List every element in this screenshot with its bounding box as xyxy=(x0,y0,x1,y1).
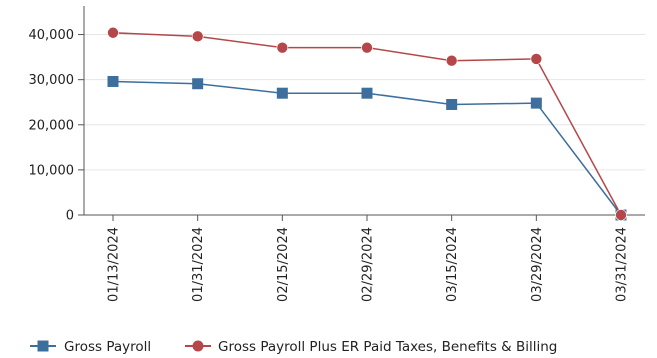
x-tick-label: 03/31/2024 xyxy=(615,227,630,302)
x-tick-label: 03/29/2024 xyxy=(530,227,545,302)
data-point[interactable] xyxy=(276,87,288,99)
legend-item-2[interactable]: Gross Payroll Plus ER Paid Taxes, Benefi… xyxy=(185,339,557,355)
legend: Gross Payroll Gross Payroll Plus ER Paid … xyxy=(30,339,557,355)
data-point[interactable] xyxy=(530,53,543,65)
gridlines xyxy=(84,34,645,171)
data-point[interactable] xyxy=(445,54,458,67)
data-point[interactable] xyxy=(107,75,119,87)
legend-label: Gross Payroll Plus ER Paid Taxes, Benefi… xyxy=(218,339,557,355)
data-point[interactable] xyxy=(107,26,119,39)
x-tick-label: 01/31/2024 xyxy=(191,227,206,302)
legend-item-1[interactable]: Gross Payroll xyxy=(30,339,151,355)
data-point[interactable] xyxy=(361,41,373,54)
series-2 xyxy=(107,26,627,221)
legend-marker-square xyxy=(37,340,49,352)
data-point[interactable] xyxy=(276,41,289,54)
y-tick-label: 10,000 xyxy=(29,163,75,178)
legend-marker-circle xyxy=(192,340,204,352)
series-line xyxy=(112,32,622,216)
axes xyxy=(78,6,645,221)
data-point[interactable] xyxy=(192,78,204,90)
y-tick-label: 20,000 xyxy=(29,118,75,133)
series-line xyxy=(112,80,622,216)
y-tick-label: 0 xyxy=(66,209,74,224)
series-layer xyxy=(107,26,627,221)
x-tick-label: 01/13/2024 xyxy=(107,227,122,302)
y-tick-label: 40,000 xyxy=(29,28,75,43)
x-axis-tick-labels: 01/13/2024 01/31/2024 02/15/2024 02/29/2024… xyxy=(107,227,630,302)
y-tick-label: 30,000 xyxy=(29,73,75,88)
data-point[interactable] xyxy=(191,30,204,43)
data-point[interactable] xyxy=(361,87,373,99)
y-axis-tick-labels: 0 10,000 20,000 30,000 40,000 xyxy=(29,28,75,223)
data-point[interactable] xyxy=(446,98,458,110)
x-tick-label: 02/29/2024 xyxy=(361,227,376,302)
data-point[interactable] xyxy=(615,209,627,221)
data-point[interactable] xyxy=(530,97,542,109)
series-1 xyxy=(107,75,627,221)
x-tick-label: 02/15/2024 xyxy=(276,227,291,302)
x-tick-label: 03/15/2024 xyxy=(445,227,460,302)
legend-label: Gross Payroll xyxy=(64,339,151,355)
